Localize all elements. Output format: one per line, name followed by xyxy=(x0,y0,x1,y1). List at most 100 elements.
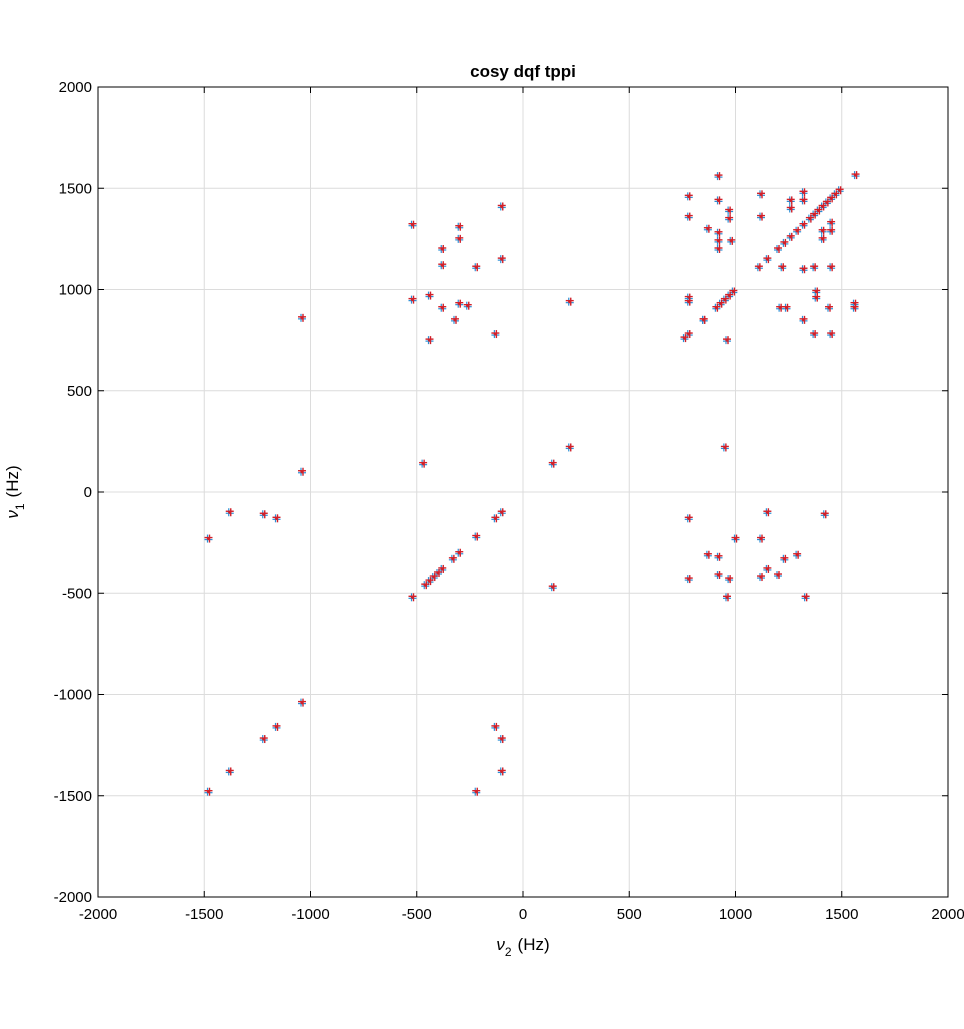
peak-mark-center xyxy=(757,265,761,269)
peak-mark-center xyxy=(814,296,818,300)
peak-mark-center xyxy=(716,247,721,251)
peak-mark-center xyxy=(568,300,572,304)
peak-mark xyxy=(793,550,802,559)
peak-mark xyxy=(827,330,836,339)
y-tick-label: 2000 xyxy=(59,79,92,96)
peak-mark-center xyxy=(812,265,816,269)
peak-mark-center xyxy=(782,241,786,245)
peak-mark-center xyxy=(804,595,808,599)
peak-mark xyxy=(850,303,859,312)
peak-mark-center xyxy=(702,318,706,322)
peak-mark xyxy=(408,220,417,229)
peak-mark xyxy=(786,232,795,241)
y-axis-unit: (Hz) xyxy=(3,465,22,497)
peak-mark xyxy=(822,198,831,207)
peak-mark-center xyxy=(723,445,727,450)
peak-mark xyxy=(455,234,464,243)
peak-mark-center xyxy=(687,577,691,581)
peak-mark xyxy=(712,303,721,312)
peak-mark-center xyxy=(825,200,829,205)
peak-mark-center xyxy=(801,198,806,202)
peak-mark-center xyxy=(821,229,825,233)
peak-mark-center xyxy=(427,579,432,583)
peak-mark-center xyxy=(706,553,710,557)
peak-mark xyxy=(782,303,791,312)
peak-mark xyxy=(425,291,434,300)
peak-mark xyxy=(799,188,808,197)
x-tick-label: 2000 xyxy=(931,906,964,923)
peak-mark xyxy=(786,196,795,205)
peak-mark-center xyxy=(759,536,763,541)
peak-mark xyxy=(298,313,306,322)
peak-mark-center xyxy=(853,173,858,177)
peak-mark xyxy=(799,220,808,229)
peak-mark xyxy=(723,593,731,602)
peak-mark-center xyxy=(816,208,820,213)
peak-mark xyxy=(448,554,457,563)
peak-mark-center xyxy=(776,573,780,577)
peak-mark xyxy=(455,299,464,308)
peak-mark xyxy=(419,459,428,468)
peak-mark-center xyxy=(687,215,691,219)
peak-mark-center xyxy=(457,225,461,229)
peak-mark-center xyxy=(765,257,769,261)
peak-mark xyxy=(778,263,787,272)
x-tick-label: -1500 xyxy=(185,906,223,923)
peak-mark xyxy=(714,196,723,205)
peak-mark-center xyxy=(451,557,455,561)
y-axis-label: ν1 (Hz) xyxy=(3,465,27,518)
y-tick-label: -500 xyxy=(62,585,92,602)
y-tick-label: 1500 xyxy=(59,180,92,197)
peak-mark xyxy=(272,514,281,523)
peak-mark-center xyxy=(493,725,497,729)
peak-mark-center xyxy=(457,302,461,306)
peak-mark xyxy=(820,510,829,519)
peak-mark-center xyxy=(719,302,723,306)
peak-mark xyxy=(754,263,763,272)
x-tick-label: -1000 xyxy=(291,906,329,923)
peak-mark-center xyxy=(500,769,504,774)
x-tick-label: 1500 xyxy=(825,906,858,923)
peak-mark-center xyxy=(782,557,786,561)
peak-mark xyxy=(497,735,506,744)
peak-mark-center xyxy=(262,737,266,741)
peak-mark-center xyxy=(765,510,769,514)
x-tick-label: 0 xyxy=(519,906,527,923)
peak-mark-center xyxy=(440,247,444,251)
peak-mark-center xyxy=(780,265,784,269)
peak-mark-center xyxy=(716,239,721,243)
peak-mark-center xyxy=(801,318,806,322)
peak-mark-center xyxy=(716,198,721,202)
plot-marks xyxy=(204,171,860,796)
peak-mark-center xyxy=(829,229,833,233)
peak-mark xyxy=(818,234,827,243)
peak-mark-center xyxy=(716,555,721,559)
peak-mark xyxy=(438,245,447,253)
peak-mark xyxy=(684,297,693,306)
peak-mark-center xyxy=(687,516,691,520)
peak-mark xyxy=(421,581,430,590)
y-tick-label: -1500 xyxy=(54,788,92,805)
peak-mark xyxy=(259,735,268,744)
chart-title: cosy dqf tppi xyxy=(470,62,576,81)
peak-mark-center xyxy=(829,332,833,336)
peak-mark xyxy=(810,263,819,272)
peak-mark-center xyxy=(829,265,833,269)
peak-mark-center xyxy=(838,188,842,192)
peak-mark xyxy=(204,534,213,543)
peak-mark-center xyxy=(262,512,266,516)
peak-mark xyxy=(497,202,506,211)
peak-mark xyxy=(438,303,447,312)
peak-mark xyxy=(727,236,736,245)
peak-mark-center xyxy=(716,573,721,577)
peak-mark xyxy=(827,226,836,235)
peak-mark xyxy=(684,514,693,523)
peak-mark xyxy=(818,226,827,235)
peak-mark xyxy=(763,564,772,573)
peak-mark-center xyxy=(801,267,806,271)
peak-mark xyxy=(455,222,464,231)
peak-mark-center xyxy=(725,338,729,342)
peak-mark xyxy=(472,787,481,796)
